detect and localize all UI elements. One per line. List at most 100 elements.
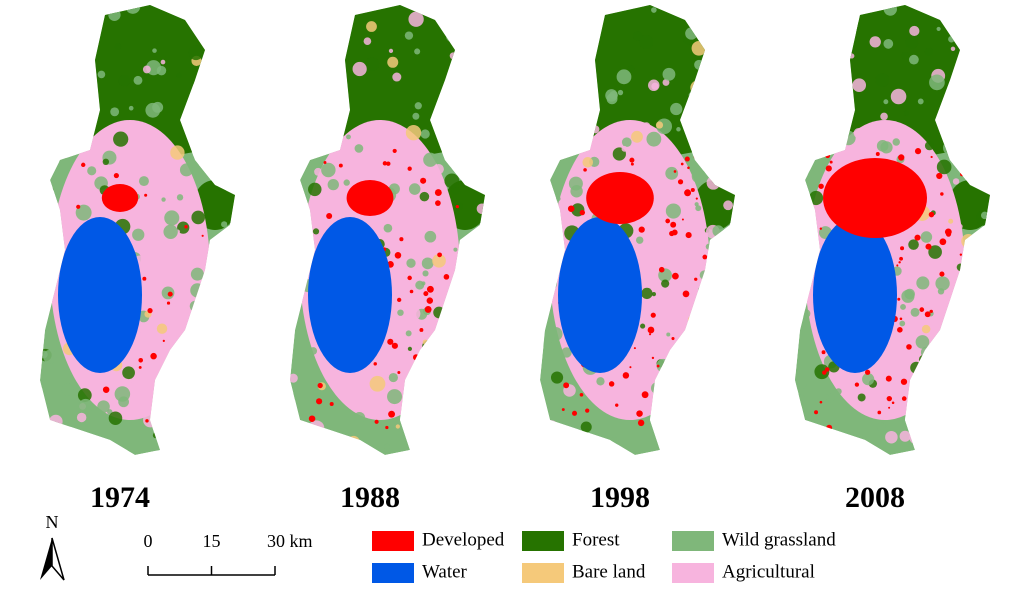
developed-patch xyxy=(411,399,415,403)
legend-swatch xyxy=(372,563,414,583)
patch xyxy=(77,388,92,403)
developed-patch xyxy=(658,266,665,273)
patch xyxy=(928,385,940,398)
patch xyxy=(299,48,304,53)
patch xyxy=(319,110,330,120)
patch xyxy=(795,126,796,137)
patch xyxy=(160,59,166,65)
patch xyxy=(79,100,91,113)
patch xyxy=(69,106,84,121)
developed-patch xyxy=(914,148,922,155)
developed-patch xyxy=(442,353,445,356)
patch xyxy=(354,144,364,153)
patch xyxy=(321,162,336,178)
patch xyxy=(705,10,719,24)
developed-patch xyxy=(170,367,176,372)
patch xyxy=(295,47,309,61)
patch xyxy=(327,178,339,191)
patch xyxy=(290,192,296,200)
patch xyxy=(899,320,906,327)
patch xyxy=(323,18,333,28)
patch xyxy=(692,371,701,380)
patch xyxy=(965,112,980,128)
patch xyxy=(207,82,223,99)
patch xyxy=(722,395,729,402)
patch xyxy=(189,300,201,312)
patch xyxy=(795,253,801,266)
patch xyxy=(691,40,707,56)
patch xyxy=(170,145,185,160)
developed-patch xyxy=(435,200,441,206)
patch xyxy=(309,347,318,355)
legend-swatch xyxy=(372,531,414,551)
patch xyxy=(540,57,545,69)
patch xyxy=(68,10,80,22)
patch xyxy=(540,195,549,207)
patch xyxy=(716,363,723,370)
developed-patch xyxy=(409,289,414,294)
patch xyxy=(582,157,594,168)
patch xyxy=(422,270,429,277)
developed-patch xyxy=(428,424,434,430)
developed-patch xyxy=(899,256,903,261)
patch xyxy=(472,333,485,350)
patch xyxy=(423,152,438,167)
patch xyxy=(699,270,709,280)
patch xyxy=(857,393,866,402)
patch xyxy=(846,455,853,462)
patch xyxy=(550,371,564,384)
patch xyxy=(671,423,676,428)
patch xyxy=(191,210,205,225)
patch xyxy=(102,158,110,166)
patch xyxy=(290,122,301,133)
patch xyxy=(108,411,123,426)
patch xyxy=(459,83,469,93)
developed-patch xyxy=(641,391,649,399)
patch xyxy=(661,279,670,288)
patch xyxy=(561,432,577,448)
patch xyxy=(476,270,485,282)
patch xyxy=(922,129,932,139)
patch xyxy=(193,152,206,165)
patch xyxy=(844,106,851,113)
patch xyxy=(856,72,863,79)
patch xyxy=(404,31,414,40)
developed-patch xyxy=(650,312,656,318)
patch xyxy=(290,124,300,137)
patch xyxy=(387,389,403,405)
developed-patch xyxy=(648,333,652,336)
developed-patch xyxy=(929,309,933,314)
patch xyxy=(35,116,40,121)
patch xyxy=(164,210,180,226)
patch xyxy=(591,125,600,134)
developed-patch xyxy=(924,311,931,318)
patch xyxy=(118,74,131,87)
patch xyxy=(392,72,402,82)
patch xyxy=(453,83,462,91)
patch xyxy=(908,239,919,250)
patch xyxy=(325,434,341,450)
developed-patch xyxy=(670,221,677,228)
developed-patch xyxy=(188,376,192,380)
developed-patch xyxy=(953,149,956,153)
patch xyxy=(691,132,705,145)
developed-patch xyxy=(561,408,565,412)
patch xyxy=(621,137,632,148)
patch xyxy=(221,323,234,335)
patch xyxy=(932,450,939,455)
patch xyxy=(826,70,841,85)
patch xyxy=(451,186,460,195)
patch xyxy=(662,392,671,401)
patch xyxy=(917,98,924,105)
developed-patch xyxy=(864,369,871,375)
patch xyxy=(42,116,59,132)
patch xyxy=(831,60,846,75)
developed-patch xyxy=(925,243,932,250)
patch xyxy=(458,73,467,82)
patch xyxy=(957,412,970,425)
developed-patch xyxy=(329,402,334,407)
patch xyxy=(920,346,933,358)
patch xyxy=(53,94,66,107)
patch xyxy=(205,436,213,444)
patch xyxy=(419,444,434,455)
